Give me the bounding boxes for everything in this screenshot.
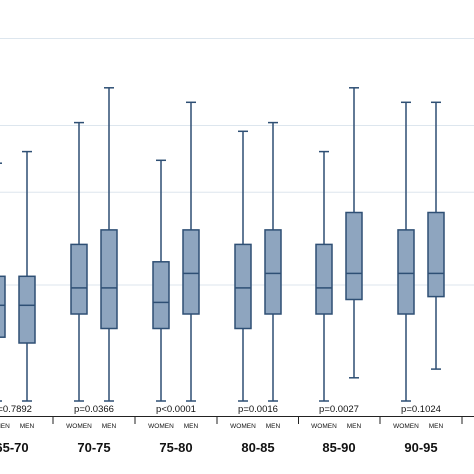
age-group-label: 75-80 xyxy=(159,440,192,455)
sex-label: MEN xyxy=(266,423,281,430)
p-value-label: p=0.1024 xyxy=(401,404,441,415)
iqr-box xyxy=(345,211,363,301)
box-90-95-men xyxy=(427,101,445,370)
axis-labels: WOMEN MEN p=0.7892 65-70 WOMEN MEN p=0.0366 70-… xyxy=(0,404,463,455)
sex-label: MEN xyxy=(184,423,199,430)
p-value-label: p=0.7892 xyxy=(0,404,32,415)
box-75-80-women xyxy=(152,159,170,402)
iqr-box xyxy=(427,211,445,298)
iqr-box xyxy=(70,243,88,315)
sex-label: MEN xyxy=(20,423,35,430)
iqr-box xyxy=(152,261,170,330)
sex-label: WOMEN xyxy=(311,423,337,430)
box-plots xyxy=(0,87,445,402)
box-80-85-women xyxy=(234,130,252,402)
iqr-box xyxy=(100,229,118,330)
sex-label: MEN xyxy=(347,423,362,430)
sex-label: WOMEN xyxy=(230,423,256,430)
box-75-80-men xyxy=(182,101,200,402)
sex-label: WOMEN xyxy=(393,423,419,430)
p-value-label: p=0.0027 xyxy=(319,404,359,415)
p-value-label: p<0.0001 xyxy=(156,404,196,415)
iqr-box xyxy=(234,243,252,330)
iqr-box xyxy=(182,229,200,315)
box-70-75-men xyxy=(100,87,118,402)
age-group-label: 65-70 xyxy=(0,440,29,455)
age-group-label: 80-85 xyxy=(241,440,274,455)
sex-label: WOMEN xyxy=(66,423,92,430)
sex-label: WOMEN xyxy=(148,423,174,430)
p-value-label: p=0.0016 xyxy=(238,404,278,415)
age-group-label: 85-90 xyxy=(322,440,355,455)
box-90-95-women xyxy=(397,101,415,402)
iqr-box xyxy=(397,229,415,315)
box-70-75-women xyxy=(70,121,88,402)
box-85-90-men xyxy=(345,87,363,379)
age-group-label: 70-75 xyxy=(77,440,110,455)
box-65-70-men xyxy=(18,150,36,402)
sex-label: MEN xyxy=(102,423,117,430)
sex-label: MEN xyxy=(429,423,444,430)
iqr-box xyxy=(18,275,36,344)
box-80-85-men xyxy=(264,121,282,402)
iqr-box xyxy=(315,243,333,315)
sex-label: WOMEN xyxy=(0,423,10,430)
iqr-box xyxy=(0,275,6,338)
p-value-label: p=0.0366 xyxy=(74,404,114,415)
iqr-box xyxy=(264,229,282,315)
box-65-70-women xyxy=(0,162,6,402)
box-85-90-women xyxy=(315,150,333,402)
age-group-label: 90-95 xyxy=(404,440,437,455)
